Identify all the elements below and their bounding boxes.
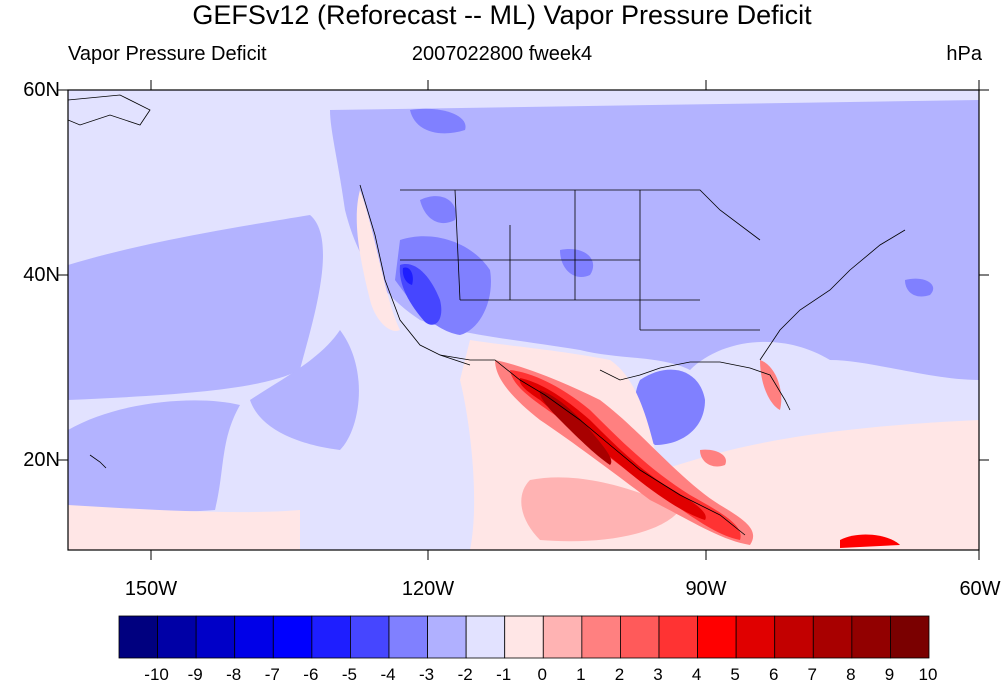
colorbar-tick-label: 1 (576, 665, 585, 684)
variable-label: Vapor Pressure Deficit (68, 43, 267, 65)
colorbar-tick-label: 8 (846, 665, 855, 684)
colorbar-swatch (774, 615, 814, 659)
colorbar-swatch (272, 615, 313, 659)
colorbar-tick-label: 10 (919, 665, 938, 684)
lon-label-60w: 60W (959, 578, 1001, 600)
map-ticks (58, 80, 989, 560)
colorbar-swatch (697, 615, 737, 659)
colorbar-tick-label: -8 (226, 665, 241, 684)
colorbar-tick-label: -3 (419, 665, 434, 684)
colorbar-swatch (195, 615, 236, 659)
lat-label-40n: 40N (23, 264, 60, 286)
colorbar-swatch (851, 615, 891, 659)
colorbar-tick-label: 5 (730, 665, 739, 684)
colorbar-tick-label: 0 (538, 665, 547, 684)
colorbar-swatch (350, 615, 390, 659)
lat-label-20n: 20N (23, 449, 60, 471)
colorbar-tick-label: -2 (458, 665, 473, 684)
colorbar-tick-label: -4 (380, 665, 395, 684)
colorbar-tick-label: -1 (496, 665, 511, 684)
colorbar-swatch (427, 615, 467, 659)
map-frame (67, 89, 980, 551)
colorbar-tick-label: -7 (265, 665, 280, 684)
lon-label-120w: 120W (401, 578, 455, 600)
lon-label-150w: 150W (124, 578, 178, 600)
colorbar: -10 -9 -8 -7 -6 -5 -4 -3 -2 -1 0 1 2 3 4 5 6 7 8 9 10 (118, 615, 938, 684)
colorbar-swatch (890, 615, 930, 659)
colorbar-swatch (581, 615, 621, 659)
colorbar-swatch (735, 615, 776, 659)
colorbar-tick-label: -10 (144, 665, 169, 684)
colorbar-swatch (118, 615, 158, 659)
colorbar-tick-label: 6 (769, 665, 778, 684)
colorbar-tick-label: 7 (808, 665, 817, 684)
colorbar-swatch (234, 615, 274, 659)
colorbar-swatch (620, 615, 660, 659)
map-title: GEFSv12 (Reforecast -- ML) Vapor Pressur… (192, 0, 812, 30)
colorbar-swatch (812, 615, 853, 659)
colorbar-tick-label: -5 (342, 665, 357, 684)
colorbar-tick-label: 3 (653, 665, 662, 684)
colorbar-tick-label: 2 (615, 665, 624, 684)
colorbar-tick-label: -9 (188, 665, 203, 684)
colorbar-tick-label: 4 (692, 665, 701, 684)
forecast-time-label: 2007022800 fweek4 (411, 43, 593, 65)
colorbar-swatch (504, 615, 544, 659)
colorbar-swatch (388, 615, 428, 659)
vpd-field (68, 90, 979, 550)
colorbar-swatch (157, 615, 197, 659)
lat-label-60n: 60N (23, 79, 60, 101)
colorbar-swatch (658, 615, 698, 659)
colorbar-swatch (465, 615, 506, 659)
colorbar-tick-label: 9 (885, 665, 894, 684)
colorbar-swatch (311, 615, 351, 659)
units-label: hPa (946, 43, 982, 65)
colorbar-tick-label: -6 (303, 665, 318, 684)
colorbar-swatch (542, 615, 583, 659)
lon-label-90w: 90W (685, 578, 727, 600)
